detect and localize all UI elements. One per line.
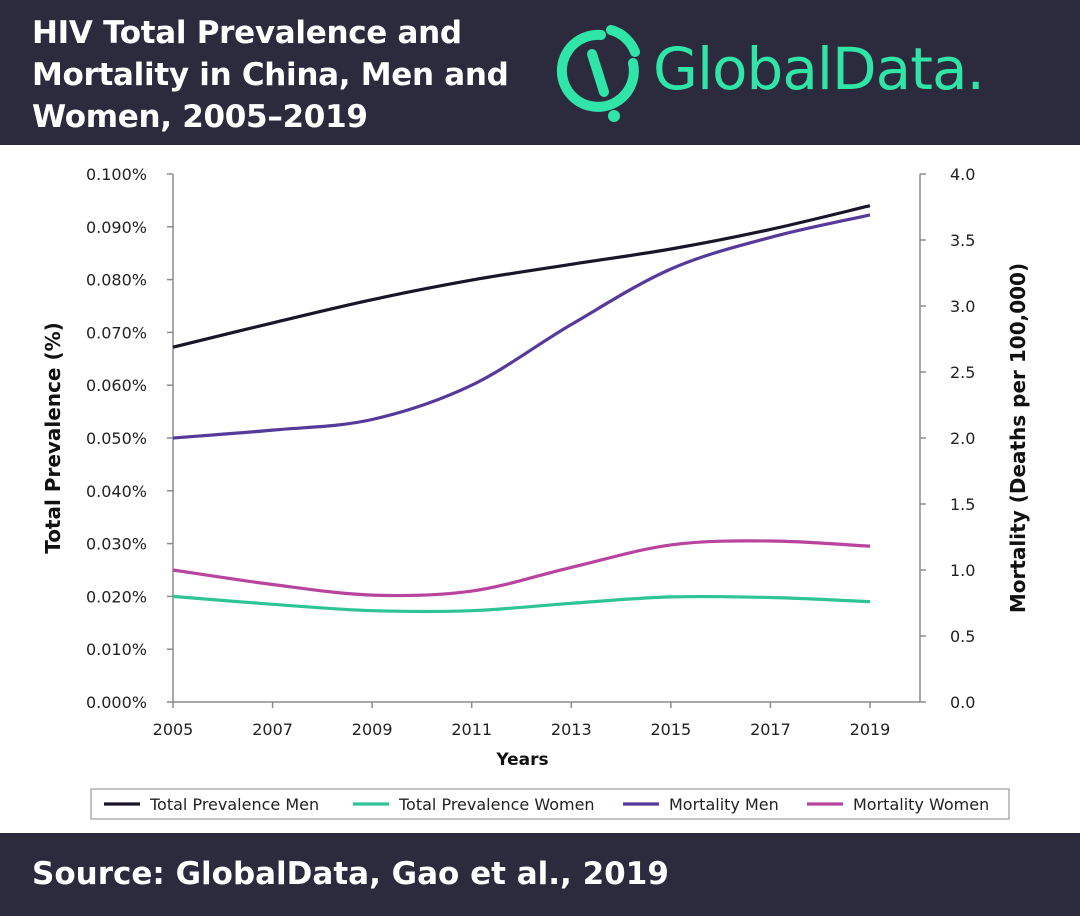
y-left-tick-label: 0.080% [86, 271, 147, 290]
globaldata-logo-icon [556, 25, 640, 122]
series-line-mortality-men [172, 213, 871, 440]
globaldata-logo-text: GlobalData. [653, 35, 985, 103]
x-tick-label: 2017 [750, 720, 791, 739]
y-left-tick-label: 0.050% [86, 429, 147, 448]
chart-axis-labels: Years Total Prevalence (%) Mortality (Deat… [41, 263, 1030, 770]
series-line-total-prevalence-women [172, 594, 871, 614]
y-left-tick-label: 0.000% [86, 693, 147, 712]
legend-label: Mortality Men [669, 795, 779, 814]
y-right-tick-label: 4.0 [950, 165, 975, 184]
footer-bar: Source: GlobalData, Gao et al., 2019 [0, 833, 1080, 916]
chart-svg: 0.000% 0.010% 0.020% 0.030% 0.040% 0.050% 0.06… [41, 165, 1030, 820]
y-axis-right-label: Mortality (Deaths per 100,000) [1006, 263, 1030, 613]
chart-area: 0.000% 0.010% 0.020% 0.030% 0.040% 0.050% 0.06… [0, 145, 1080, 833]
legend-label: Total Prevalence Men [149, 795, 319, 814]
chart-legend: Total Prevalence Men Total Prevalence Wom… [90, 788, 1010, 820]
legend-label: Total Prevalence Women [398, 795, 595, 814]
x-axis-label: Years [495, 750, 548, 770]
y-right-tick-label: 0.5 [950, 627, 975, 646]
y-left-tick-label: 0.020% [86, 587, 147, 606]
x-tick-label: 2019 [850, 720, 891, 739]
legend-box [90, 788, 1010, 820]
y-right-tick-label: 2.0 [950, 429, 975, 448]
y-left-tick-label: 0.070% [86, 323, 147, 342]
y-left-tick-label: 0.100% [86, 165, 147, 184]
globaldata-logo: GlobalData. [555, 18, 1065, 128]
chart-axes [172, 174, 921, 703]
y-left-tick-label: 0.040% [86, 482, 147, 501]
y-left-tick-label: 0.010% [86, 640, 147, 659]
y-right-tick-label: 0.0 [950, 693, 975, 712]
y-left-tick-label: 0.090% [86, 218, 147, 237]
title-line: Mortality in China, Men and [32, 57, 509, 93]
y-right-tick-label: 1.5 [950, 495, 975, 514]
x-tick-label: 2005 [153, 720, 194, 739]
y-left-tick-label: 0.030% [86, 535, 147, 554]
legend-label: Mortality Women [853, 795, 989, 814]
series-line-total-prevalence-men [172, 204, 871, 349]
x-tick-label: 2011 [451, 720, 492, 739]
header-bar: HIV Total Prevalence and Mortality in Ch… [0, 0, 1080, 145]
y-right-tick-label: 3.5 [950, 231, 975, 250]
x-tick-label: 2009 [352, 720, 393, 739]
y-axis-left-label: Total Prevalence (%) [41, 322, 65, 554]
chart-ticks: 0.000% 0.010% 0.020% 0.030% 0.040% 0.050% 0.06… [86, 165, 975, 739]
title-line: Women, 2005–2019 [32, 99, 368, 135]
x-tick-label: 2015 [650, 720, 691, 739]
y-left-tick-label: 0.060% [86, 376, 147, 395]
title-line: HIV Total Prevalence and [32, 15, 462, 51]
x-tick-label: 2007 [252, 720, 293, 739]
source-text: Source: GlobalData, Gao et al., 2019 [32, 856, 669, 892]
y-right-tick-label: 2.5 [950, 363, 975, 382]
chart-title: HIV Total Prevalence and Mortality in Ch… [32, 12, 532, 138]
x-tick-label: 2013 [551, 720, 592, 739]
y-right-tick-label: 3.0 [950, 297, 975, 316]
series-line-mortality-women [172, 539, 871, 598]
chart-series [172, 204, 871, 614]
y-right-tick-label: 1.0 [950, 561, 975, 580]
